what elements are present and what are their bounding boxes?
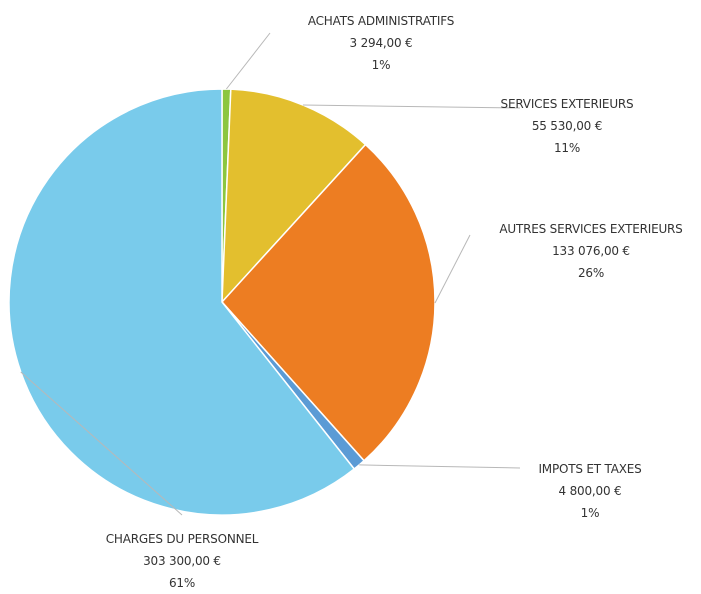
slices-layer	[8, 88, 436, 516]
label-value-charges-du-personnel: 303 300,00 €	[143, 554, 221, 568]
label-name-achats-administratifs: ACHATS ADMINISTRATIFS	[308, 14, 454, 28]
leader-line-impots-et-taxes	[359, 464, 521, 469]
label-percent-impots-et-taxes: 1%	[581, 506, 600, 520]
label-value-impots-et-taxes: 4 800,00 €	[559, 484, 622, 498]
label-value-achats-administratifs: 3 294,00 €	[350, 36, 413, 50]
data-label-autres-services-exterieurs: AUTRES SERVICES EXTERIEURS 133 076,00 € 26…	[499, 222, 682, 280]
label-percent-charges-du-personnel: 61%	[169, 576, 195, 590]
data-label-charges-du-personnel: CHARGES DU PERSONNEL 303 300,00 € 61%	[106, 532, 259, 590]
label-percent-autres-services-exterieurs: 26%	[578, 266, 604, 280]
data-labels-layer: ACHATS ADMINISTRATIFS 3 294,00 € 1% SERVICE…	[106, 14, 683, 590]
leader-line-charges-du-personnel	[20, 371, 183, 516]
label-name-charges-du-personnel: CHARGES DU PERSONNEL	[106, 532, 259, 546]
label-value-autres-services-exterieurs: 133 076,00 €	[552, 244, 630, 258]
label-name-impots-et-taxes: IMPOTS ET TAXES	[538, 462, 641, 476]
leader-lines-layer	[20, 32, 521, 516]
label-percent-achats-administratifs: 1%	[372, 58, 391, 72]
label-name-autres-services-exterieurs: AUTRES SERVICES EXTERIEURS	[499, 222, 682, 236]
data-label-services-exterieurs: SERVICES EXTERIEURS 55 530,00 € 11%	[501, 97, 634, 155]
leader-line-autres-services-exterieurs	[434, 234, 471, 304]
label-value-services-exterieurs: 55 530,00 €	[532, 119, 602, 133]
label-name-services-exterieurs: SERVICES EXTERIEURS	[501, 97, 634, 111]
data-label-impots-et-taxes: IMPOTS ET TAXES 4 800,00 € 1%	[538, 462, 641, 520]
leader-line-achats-administratifs	[226, 32, 271, 90]
label-percent-services-exterieurs: 11%	[554, 141, 580, 155]
data-label-achats-administratifs: ACHATS ADMINISTRATIFS 3 294,00 € 1%	[308, 14, 455, 72]
leader-line-services-exterieurs	[302, 104, 521, 109]
